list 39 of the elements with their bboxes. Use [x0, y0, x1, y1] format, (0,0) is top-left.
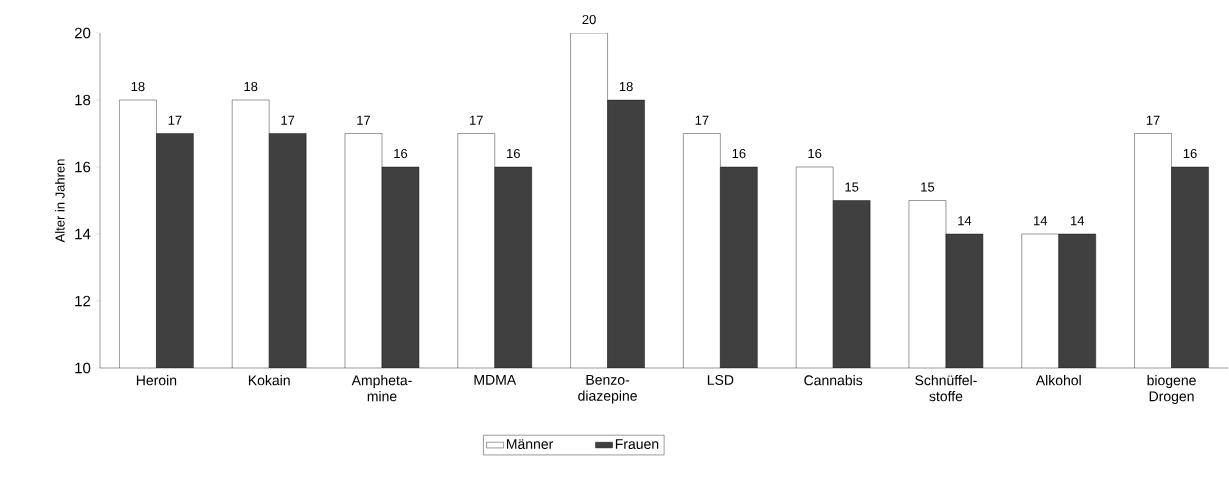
- y-tick-label: 14: [75, 228, 91, 240]
- data-label: 18: [619, 81, 633, 92]
- y-tick-label: 18: [75, 94, 91, 106]
- data-label: 18: [244, 81, 258, 92]
- data-label: 16: [1183, 148, 1197, 159]
- data-label: 16: [808, 148, 822, 159]
- data-label: 15: [845, 182, 859, 192]
- y-tick-label: 20: [74, 27, 91, 39]
- data-label: 17: [470, 115, 483, 125]
- data-label: 16: [394, 148, 408, 159]
- data-label: 17: [1146, 115, 1160, 125]
- data-label: 16: [507, 148, 520, 159]
- data-label: 14: [958, 216, 972, 226]
- data-label: 18: [131, 81, 145, 92]
- x-tick-label: MDMA: [474, 375, 517, 385]
- data-label: 17: [695, 115, 709, 125]
- legend-label: Frauen: [615, 439, 659, 449]
- x-tick-label: Ampheta-mine: [351, 375, 412, 402]
- y-tick-label: 16: [75, 161, 91, 173]
- data-label: 16: [732, 148, 746, 159]
- x-tick-label: Benzo-diazepine: [578, 375, 637, 404]
- data-label: 17: [281, 115, 295, 125]
- x-tick-label: Heroin: [136, 375, 177, 386]
- x-tick-label: Kokain: [248, 375, 290, 386]
- x-tick-label: LSD: [707, 374, 734, 385]
- x-tick-label: Alkohol: [1035, 375, 1081, 386]
- data-label: 14: [1071, 216, 1085, 226]
- x-tick-label: Schnüffel-stoffe: [915, 375, 977, 402]
- x-tick-label: biogene Drogen: [1147, 375, 1196, 405]
- data-label: 15: [921, 182, 935, 192]
- y-tick-label: 12: [75, 295, 91, 307]
- x-tick-label: Cannabis: [804, 375, 863, 386]
- data-label: 17: [357, 115, 371, 125]
- data-label: 14: [1034, 216, 1048, 226]
- data-label: 20: [582, 14, 596, 25]
- y-tick-label: 10: [75, 362, 91, 374]
- y-axis-title: Alter in Jahren: [55, 159, 65, 243]
- legend-label: Männer: [506, 439, 554, 449]
- data-label: 17: [168, 115, 182, 125]
